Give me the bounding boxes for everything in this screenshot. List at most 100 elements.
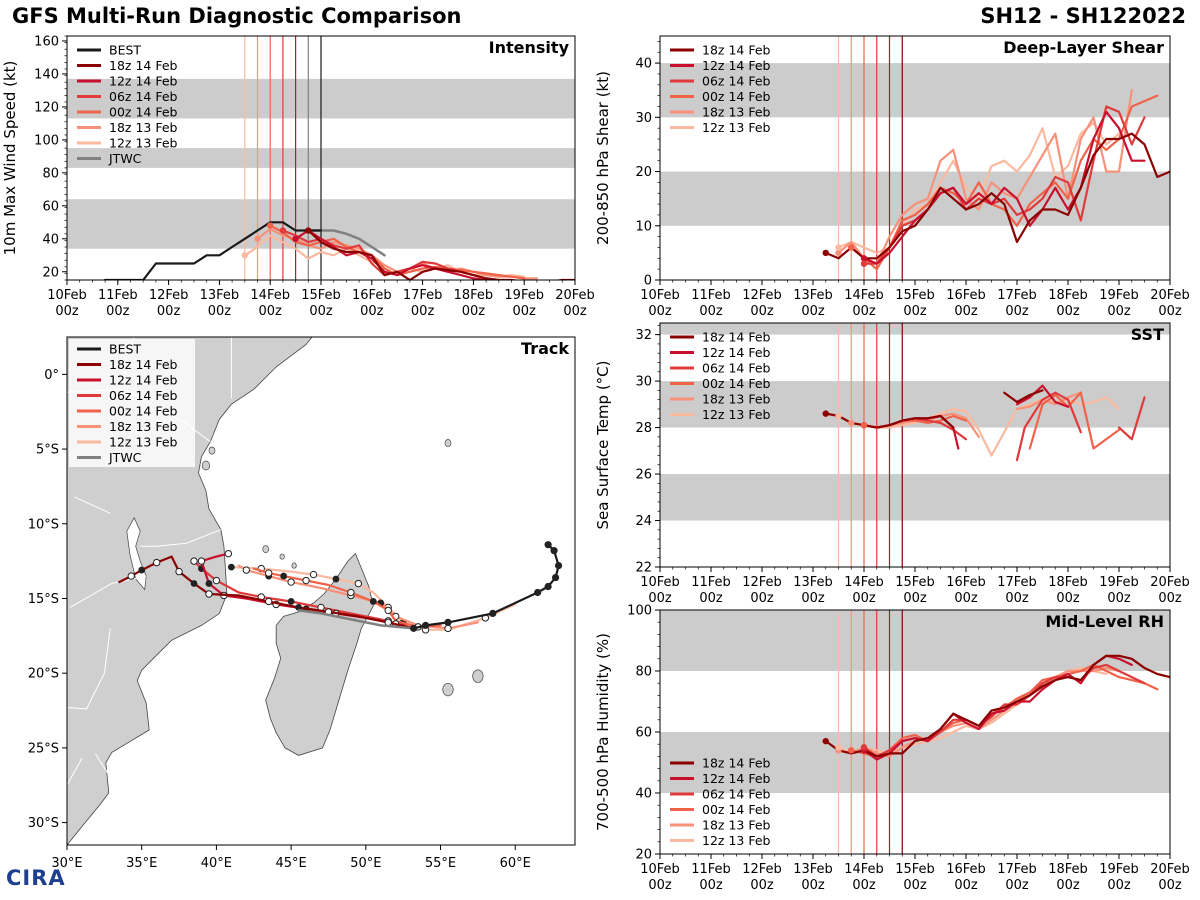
island (262, 545, 270, 554)
series-line (824, 132, 1170, 260)
lat-tick-label: 20°S (28, 667, 59, 682)
x-tick-label: 00z (954, 591, 978, 606)
x-tick-label: 17Feb (997, 575, 1037, 590)
y-tick-label: 24 (635, 514, 652, 529)
y-tick-label: 30 (635, 375, 652, 390)
series-line (824, 654, 1170, 758)
sst-title: SST (1131, 325, 1164, 344)
best-track-point (410, 624, 418, 632)
series-line (862, 105, 1146, 265)
lon-tick-label: 55°E (425, 856, 456, 871)
legend-label: 12z 14 Feb (109, 373, 178, 388)
series-line (1015, 391, 1082, 462)
lon-tick-label: 60°E (500, 856, 531, 871)
x-tick-label: 00z (648, 591, 672, 606)
x-tick-label: 00z (648, 878, 672, 893)
country-border (85, 628, 111, 710)
y-tick-label: 26 (635, 468, 652, 483)
x-tick-label: 00z (1107, 304, 1131, 319)
x-tick-label: 00z (954, 304, 978, 319)
y-tick-label: 60 (635, 726, 652, 741)
track-point-filled (295, 604, 302, 611)
y-tick-label: 80 (42, 166, 59, 181)
legend-label: 18z 13 Feb (702, 818, 771, 833)
best-line (103, 221, 323, 280)
x-tick-label: 00z (699, 591, 723, 606)
x-tick-label: 00z (1056, 591, 1080, 606)
x-tick-label: 00z (208, 304, 232, 319)
series-line (1015, 391, 1082, 411)
x-tick-label: 10Feb (640, 862, 680, 877)
y-tick-label: 120 (34, 100, 59, 115)
intensity-ylabel: 10m Max Wind Speed (kt) (1, 61, 19, 256)
legend-label: 00z 14 Feb (109, 404, 178, 419)
sst-ylabel: Sea Surface Temp (°C) (594, 360, 612, 529)
forecast-track (192, 559, 415, 630)
shaded-band (660, 323, 1170, 335)
lat-tick-label: 0° (44, 368, 59, 383)
x-tick-label: 00z (903, 878, 927, 893)
lat-tick-label: 15°S (28, 592, 59, 607)
legend-label: 12z 14 Feb (702, 771, 771, 786)
y-tick-label: 20 (42, 265, 59, 280)
track-point-open (354, 579, 363, 588)
track-point-open (309, 570, 318, 579)
x-tick-label: 17Feb (403, 288, 443, 303)
shear-ylabel: 200-850 hPa Shear (kt) (594, 71, 612, 245)
legend-label: 18z 14 Feb (109, 58, 178, 73)
x-tick-label: 00z (1056, 304, 1080, 319)
y-tick-label: 0 (644, 274, 652, 289)
init-dot (860, 422, 868, 429)
x-tick-label: 00z (1158, 878, 1182, 893)
legend-label: 12z 13 Feb (109, 435, 178, 450)
x-tick-label: 12Feb (742, 288, 782, 303)
x-tick-label: 11Feb (691, 862, 731, 877)
series-line (824, 412, 955, 429)
y-tick-label: 30 (635, 111, 652, 126)
series-line (862, 110, 1146, 265)
shear-title: Deep-Layer Shear (1003, 38, 1164, 57)
legend-label: BEST (109, 342, 141, 357)
legend-label: 18z 14 Feb (702, 43, 771, 58)
legend-label: 18z 13 Feb (109, 419, 178, 434)
island (201, 460, 211, 471)
legend-label: 18z 13 Feb (702, 105, 771, 120)
x-tick-label: 00z (699, 304, 723, 319)
legend-label: 12z 13 Feb (109, 136, 178, 151)
x-tick-label: 20Feb (555, 288, 595, 303)
x-tick-label: 00z (259, 304, 283, 319)
x-tick-label: 00z (1107, 591, 1131, 606)
best-track-point (551, 573, 560, 582)
init-dot (848, 419, 855, 427)
figure-title: GFS Multi-Run Diagnostic Comparison (12, 4, 462, 28)
track-point-filled (205, 580, 213, 587)
x-tick-label: 00z (157, 304, 181, 319)
y-tick-label: 60 (42, 199, 59, 214)
track-point-open (197, 557, 206, 565)
track-point-filled (287, 598, 295, 605)
x-tick-label: 00z (309, 304, 333, 319)
lat-tick-label: 25°S (28, 741, 59, 756)
init-dot (822, 410, 829, 417)
legend-label: 06z 14 Feb (109, 89, 178, 104)
x-tick-label: 18Feb (1048, 575, 1088, 590)
best-track (412, 543, 560, 630)
init-dot (860, 260, 868, 267)
x-tick-label: 13Feb (793, 575, 833, 590)
x-tick-label: 00z (750, 591, 774, 606)
y-tick-label: 160 (34, 34, 59, 49)
track-point-open (384, 618, 392, 627)
country-border (140, 529, 222, 547)
lon-tick-label: 30°E (51, 856, 82, 871)
island (208, 446, 216, 455)
track-point-open (302, 576, 310, 585)
x-tick-label: 12Feb (742, 575, 782, 590)
track-point-open (175, 567, 183, 576)
init-dot (835, 744, 842, 751)
init-dot (860, 744, 868, 751)
series-line (1117, 396, 1146, 441)
legend-label: BEST (109, 43, 141, 58)
x-tick-label: 14Feb (844, 862, 884, 877)
legend-label: 06z 14 Feb (109, 388, 178, 403)
